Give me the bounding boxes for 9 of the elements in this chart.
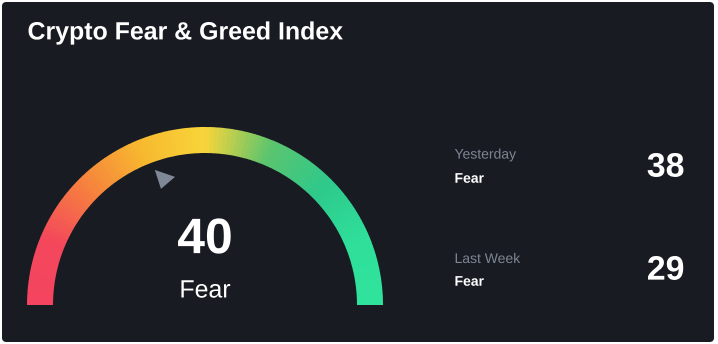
text: Fear (455, 173, 484, 183)
data-label: 29 (648, 256, 684, 280)
category-label: Last Week (456, 252, 520, 264)
text: Fear (181, 280, 230, 298)
text: Crypto Fear & Greed Index (28, 21, 343, 45)
data-label: 40 (178, 218, 231, 254)
category-label: Yesterday (454, 148, 516, 162)
data-label: 38 (648, 152, 684, 178)
text: Fear (455, 276, 484, 286)
